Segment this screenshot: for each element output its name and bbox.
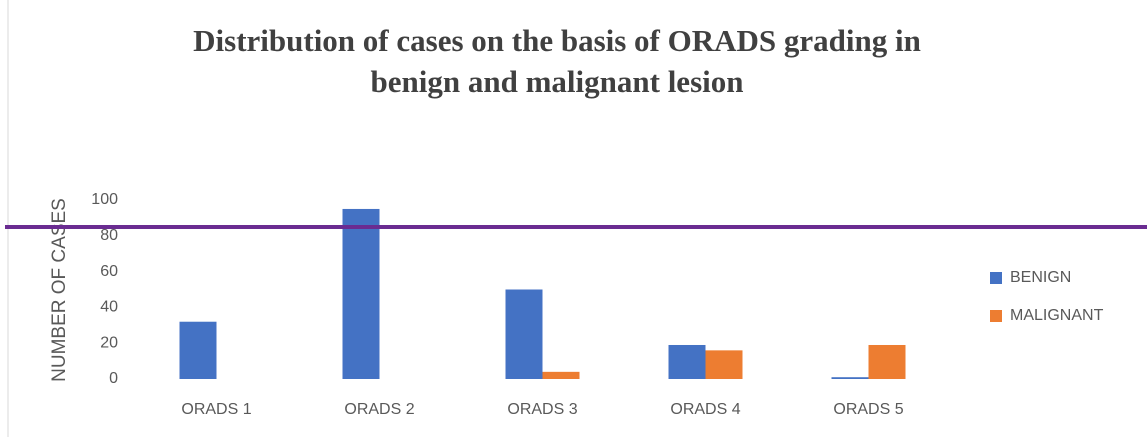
legend-swatch xyxy=(990,272,1002,284)
chart-title: benign and malignant lesion xyxy=(371,64,744,99)
bar xyxy=(831,377,869,379)
plot: 0 20 40 60 80 100 ORADS 1 ORADS 2 ORADS 3 ORADS 4… xyxy=(91,191,1103,418)
bar xyxy=(542,371,580,379)
legend-swatch xyxy=(990,310,1002,322)
y-tick-label: 60 xyxy=(100,263,118,280)
y-tick-label: 100 xyxy=(91,191,118,208)
y-tick-label: 20 xyxy=(100,334,118,351)
y-axis-label: NUMBER OF CASES xyxy=(49,198,70,382)
y-tick-label: 40 xyxy=(100,299,118,316)
x-tick-label: ORADS 1 xyxy=(181,401,251,418)
bar xyxy=(342,208,380,379)
y-tick-label: 80 xyxy=(100,227,118,244)
bar xyxy=(705,350,743,379)
bar xyxy=(505,289,543,379)
x-tick-label: ORADS 3 xyxy=(507,401,577,418)
x-tick-label: ORADS 4 xyxy=(670,401,740,418)
chart-title: Distribution of cases on the basis of OR… xyxy=(193,23,921,58)
x-tick-label: ORADS 2 xyxy=(344,401,414,418)
bar xyxy=(179,321,217,379)
legend-label: BENIGN xyxy=(1010,269,1071,286)
bar xyxy=(868,344,906,379)
legend-label: MALIGNANT xyxy=(1010,307,1104,324)
x-tick-label: ORADS 5 xyxy=(833,401,903,418)
y-tick-label: 0 xyxy=(109,370,118,387)
bar xyxy=(668,344,706,379)
